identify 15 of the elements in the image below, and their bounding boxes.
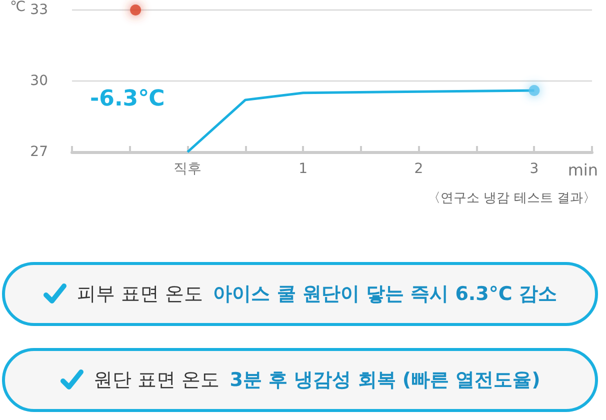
x-tick-label: 1 — [298, 161, 308, 177]
x-tick-label: 3 — [530, 161, 539, 177]
text: 〈연구소 냉감 테스트 결과〉 — [428, 191, 596, 206]
text: 원단 표면 온도 — [94, 368, 220, 393]
y-tick-label: 30 — [30, 73, 48, 89]
y-axis-title: ℃ — [10, 0, 26, 15]
text: 아이스 쿨 원단이 닿는 즉시 6.3°C 감소 — [213, 282, 557, 307]
x-tick-label: 2 — [414, 161, 424, 177]
x-tick-label: 직후 — [174, 161, 202, 177]
y-tick-label: 27 — [30, 144, 48, 160]
text: 3분 후 냉감성 회복 (빠른 열전도율) — [230, 368, 540, 393]
y-tick-label: 33 — [30, 2, 48, 18]
annotation: -6.3℃ — [90, 86, 165, 112]
x-axis-title: min — [568, 160, 598, 180]
text: 피부 표면 온도 — [77, 282, 204, 307]
